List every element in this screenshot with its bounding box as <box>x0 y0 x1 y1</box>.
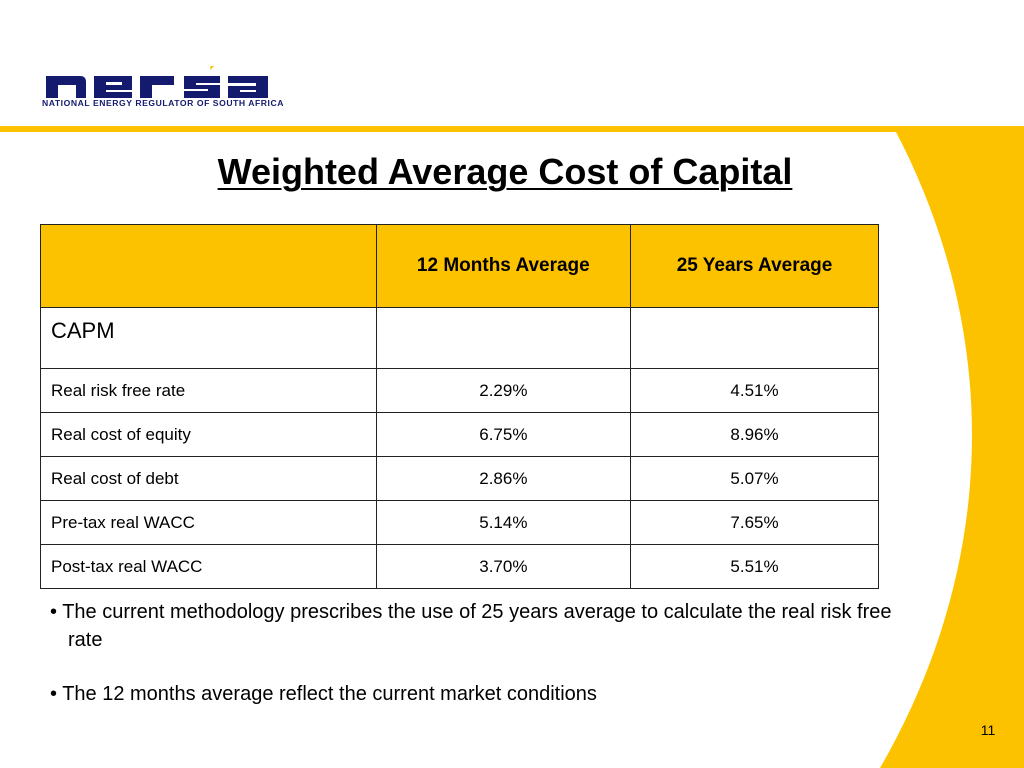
table-row: Pre-tax real WACC 5.14% 7.65% <box>40 500 879 545</box>
value-12-months: 2.29% <box>375 368 632 413</box>
table-row: Real cost of debt 2.86% 5.07% <box>40 456 879 501</box>
wacc-table: 12 Months Average 25 Years Average CAPM … <box>40 224 879 589</box>
header-cell-empty <box>40 224 377 308</box>
right-swoosh <box>880 130 1024 768</box>
logo-tagline: NATIONAL ENERGY REGULATOR OF SOUTH AFRIC… <box>42 98 285 108</box>
header-12-months-average: 12 Months Average <box>375 224 632 308</box>
value-12-months: 3.70% <box>375 544 632 589</box>
table-row: Post-tax real WACC 3.70% 5.51% <box>40 544 879 589</box>
row-label: Real risk free rate <box>40 368 377 413</box>
table-cell-empty <box>630 307 879 369</box>
table-row: Real cost of equity 6.75% 8.96% <box>40 412 879 457</box>
value-12-months: 6.75% <box>375 412 632 457</box>
slide-title: Weighted Average Cost of Capital <box>217 151 793 192</box>
nersa-wordmark <box>46 66 268 98</box>
header-25-years-average: 25 Years Average <box>630 224 879 308</box>
value-25-years: 7.65% <box>630 500 879 545</box>
value-25-years: 4.51% <box>630 368 879 413</box>
bullet-methodology: • The current methodology prescribes the… <box>50 601 892 651</box>
page-number: 11 <box>980 722 996 738</box>
section-label-capm: CAPM <box>40 307 377 369</box>
table-cell-empty <box>375 307 632 369</box>
table-row: Real risk free rate 2.29% 4.51% <box>40 368 879 413</box>
bullet-list: • The current methodology prescribes the… <box>50 598 900 734</box>
row-label: Real cost of debt <box>40 456 377 501</box>
flame-icon <box>210 66 214 70</box>
header-band <box>0 126 1024 132</box>
value-12-months: 2.86% <box>375 456 632 501</box>
value-25-years: 8.96% <box>630 412 879 457</box>
value-12-months: 5.14% <box>375 500 632 545</box>
table-header-row: 12 Months Average 25 Years Average <box>40 224 879 308</box>
nersa-logo: NATIONAL ENERGY REGULATOR OF SOUTH AFRIC… <box>38 18 306 110</box>
value-25-years: 5.51% <box>630 544 879 589</box>
table-row-section-capm: CAPM <box>40 307 879 369</box>
bullet-market-conditions: • The 12 months average reflect the curr… <box>50 683 597 705</box>
row-label: Post-tax real WACC <box>40 544 377 589</box>
row-label: Real cost of equity <box>40 412 377 457</box>
row-label: Pre-tax real WACC <box>40 500 377 545</box>
value-25-years: 5.07% <box>630 456 879 501</box>
